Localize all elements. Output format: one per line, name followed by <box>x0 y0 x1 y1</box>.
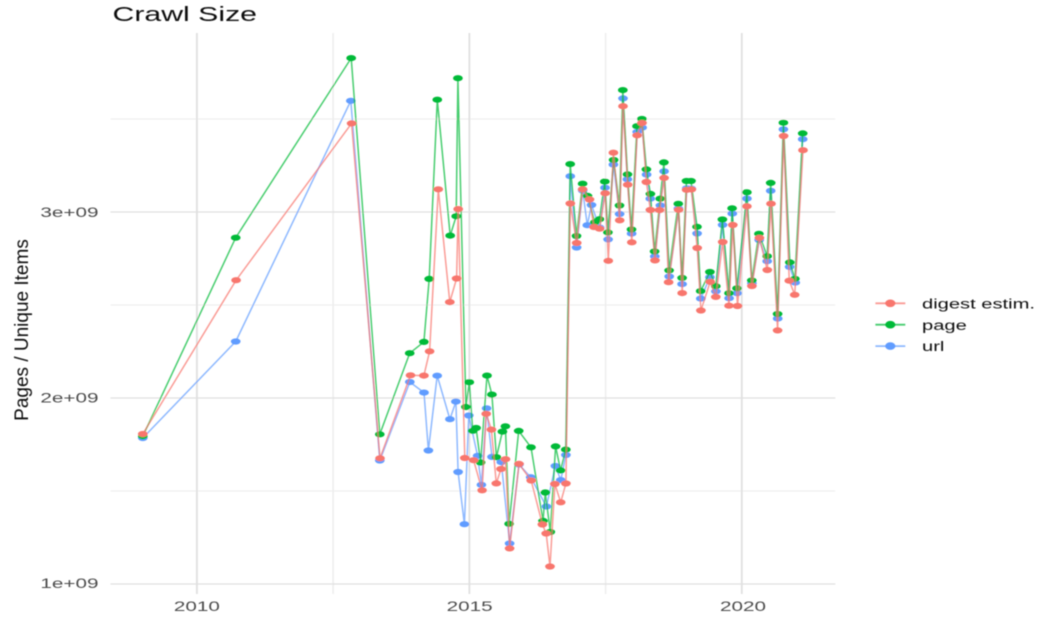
svg-text:1e+09: 1e+09 <box>40 576 98 592</box>
svg-text:2015: 2015 <box>447 598 493 614</box>
svg-text:2010: 2010 <box>174 598 220 614</box>
svg-text:Pages / Unique Items: Pages / Unique Items <box>12 239 33 421</box>
svg-text:page: page <box>922 317 967 333</box>
svg-text:2e+09: 2e+09 <box>40 390 98 406</box>
svg-text:2020: 2020 <box>720 598 766 614</box>
svg-text:3e+09: 3e+09 <box>40 204 98 220</box>
svg-text:url: url <box>922 338 944 354</box>
svg-text:Crawl Size: Crawl Size <box>113 4 258 26</box>
svg-text:digest estim.: digest estim. <box>922 296 1035 312</box>
